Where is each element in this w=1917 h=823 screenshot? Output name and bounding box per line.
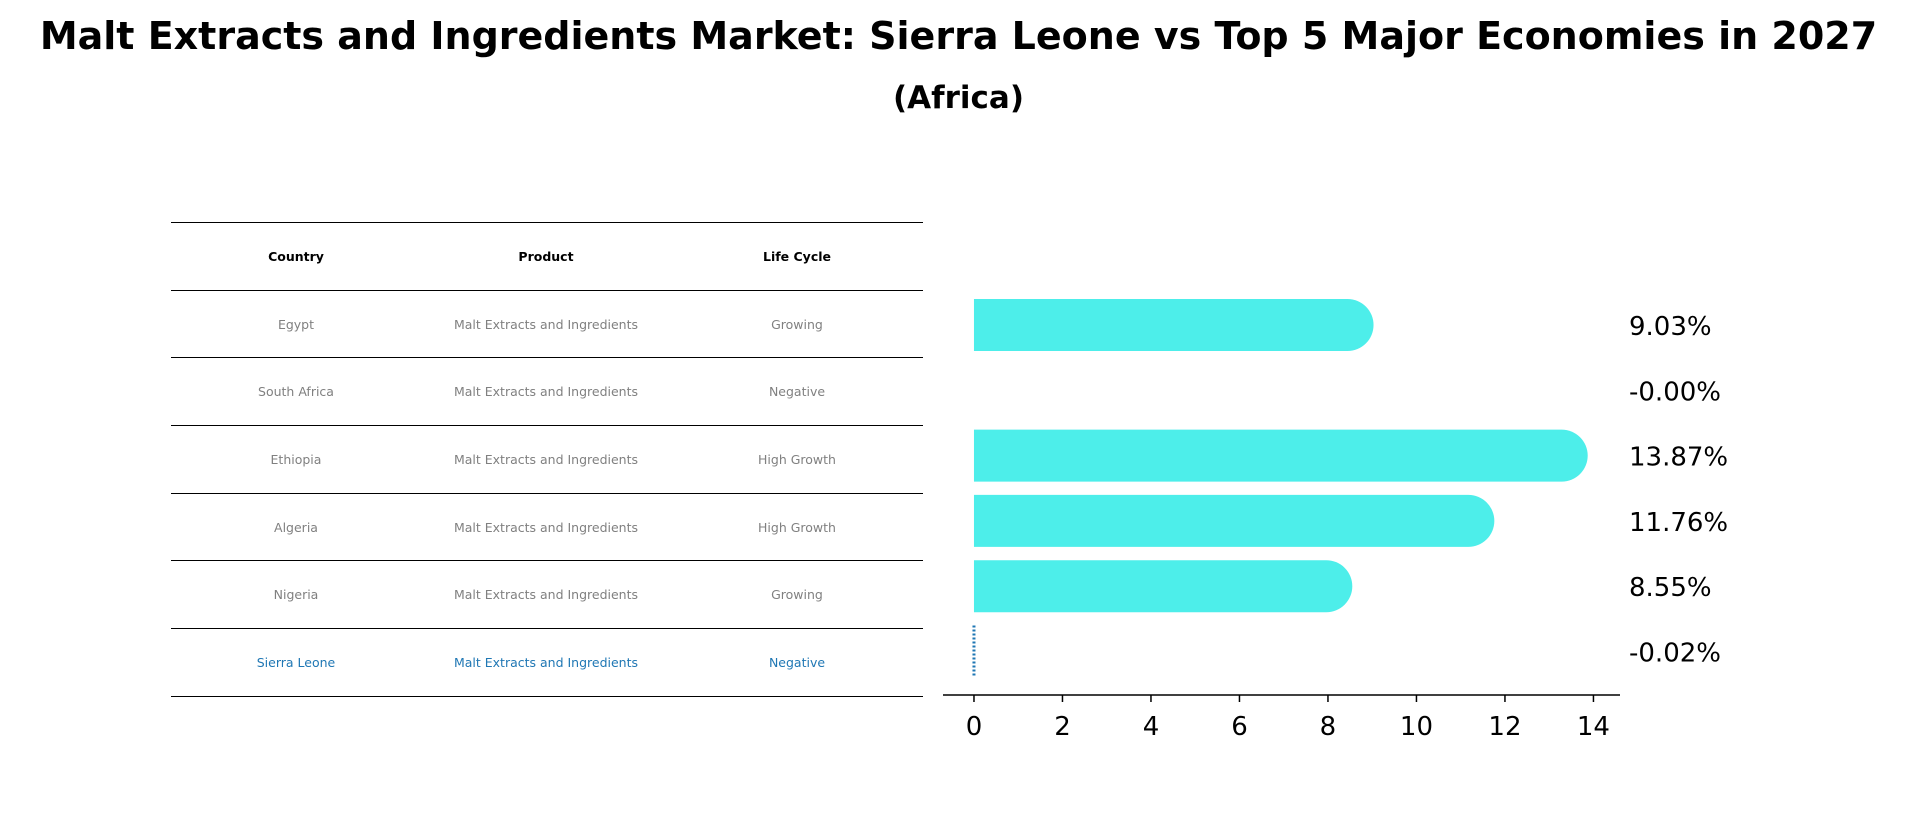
table-row-highlight: Sierra Leone Malt Extracts and Ingredien… xyxy=(171,628,923,697)
data-label: 8.55% xyxy=(1629,573,1712,603)
chart-title: Malt Extracts and Ingredients Market: Si… xyxy=(39,14,1878,58)
table-row: Ethiopia Malt Extracts and Ingredients H… xyxy=(171,425,923,493)
x-tick-label: 12 xyxy=(1488,712,1521,742)
table-row: Algeria Malt Extracts and Ingredients Hi… xyxy=(171,492,923,561)
cell-life-cycle: Negative xyxy=(768,384,826,400)
cell-country: Algeria xyxy=(274,519,318,535)
x-tick-label: 2 xyxy=(1054,712,1071,742)
cell-product: Malt Extracts and Ingredients xyxy=(453,587,639,603)
cell-product: Malt Extracts and Ingredients xyxy=(453,519,639,535)
cell-product: Malt Extracts and Ingredients xyxy=(453,654,639,670)
cell-life-cycle: High Growth xyxy=(758,519,836,535)
data-table: Country Product Life Cycle Egypt Malt Ex… xyxy=(171,222,923,697)
table-row: Egypt Malt Extracts and Ingredients Grow… xyxy=(171,289,923,358)
bar xyxy=(973,560,1353,613)
data-label: -0.02% xyxy=(1629,639,1721,669)
cell-country: Sierra Leone xyxy=(256,654,336,670)
bar xyxy=(973,494,1495,547)
bar xyxy=(973,429,1588,482)
x-tick-label: 10 xyxy=(1400,712,1433,742)
table-header-row: Country Product Life Cycle xyxy=(171,222,923,290)
cell-country: South Africa xyxy=(258,384,334,400)
cell-country: Ethiopia xyxy=(270,451,322,467)
header-life-cycle: Life Cycle xyxy=(762,248,831,264)
table-row: South Africa Malt Extracts and Ingredien… xyxy=(171,357,923,425)
x-tick-label: 4 xyxy=(1143,712,1160,742)
x-tick-label: 6 xyxy=(1231,712,1248,742)
data-label: 11.76% xyxy=(1629,508,1728,538)
data-label: -0.00% xyxy=(1629,377,1721,407)
cell-product: Malt Extracts and Ingredients xyxy=(453,316,639,332)
cell-life-cycle: High Growth xyxy=(758,451,836,467)
cell-country: Nigeria xyxy=(273,587,319,603)
header-product: Product xyxy=(518,248,574,264)
cell-life-cycle: Growing xyxy=(771,316,823,332)
chart-subtitle: (Africa) xyxy=(892,80,1025,116)
x-tick-label: 0 xyxy=(966,712,983,742)
table-row: Nigeria Malt Extracts and Ingredients Gr… xyxy=(171,560,923,628)
bar xyxy=(973,299,1374,351)
data-label: 9.03% xyxy=(1629,312,1712,342)
cell-life-cycle: Negative xyxy=(768,654,826,670)
cell-product: Malt Extracts and Ingredients xyxy=(453,384,639,400)
data-label: 13.87% xyxy=(1629,443,1728,473)
cell-product: Malt Extracts and Ingredients xyxy=(453,451,639,467)
x-tick-label: 14 xyxy=(1577,712,1610,742)
x-tick-label: 8 xyxy=(1320,712,1337,742)
cell-country: Egypt xyxy=(277,316,315,332)
header-country: Country xyxy=(268,248,324,264)
cell-life-cycle: Growing xyxy=(771,587,823,603)
